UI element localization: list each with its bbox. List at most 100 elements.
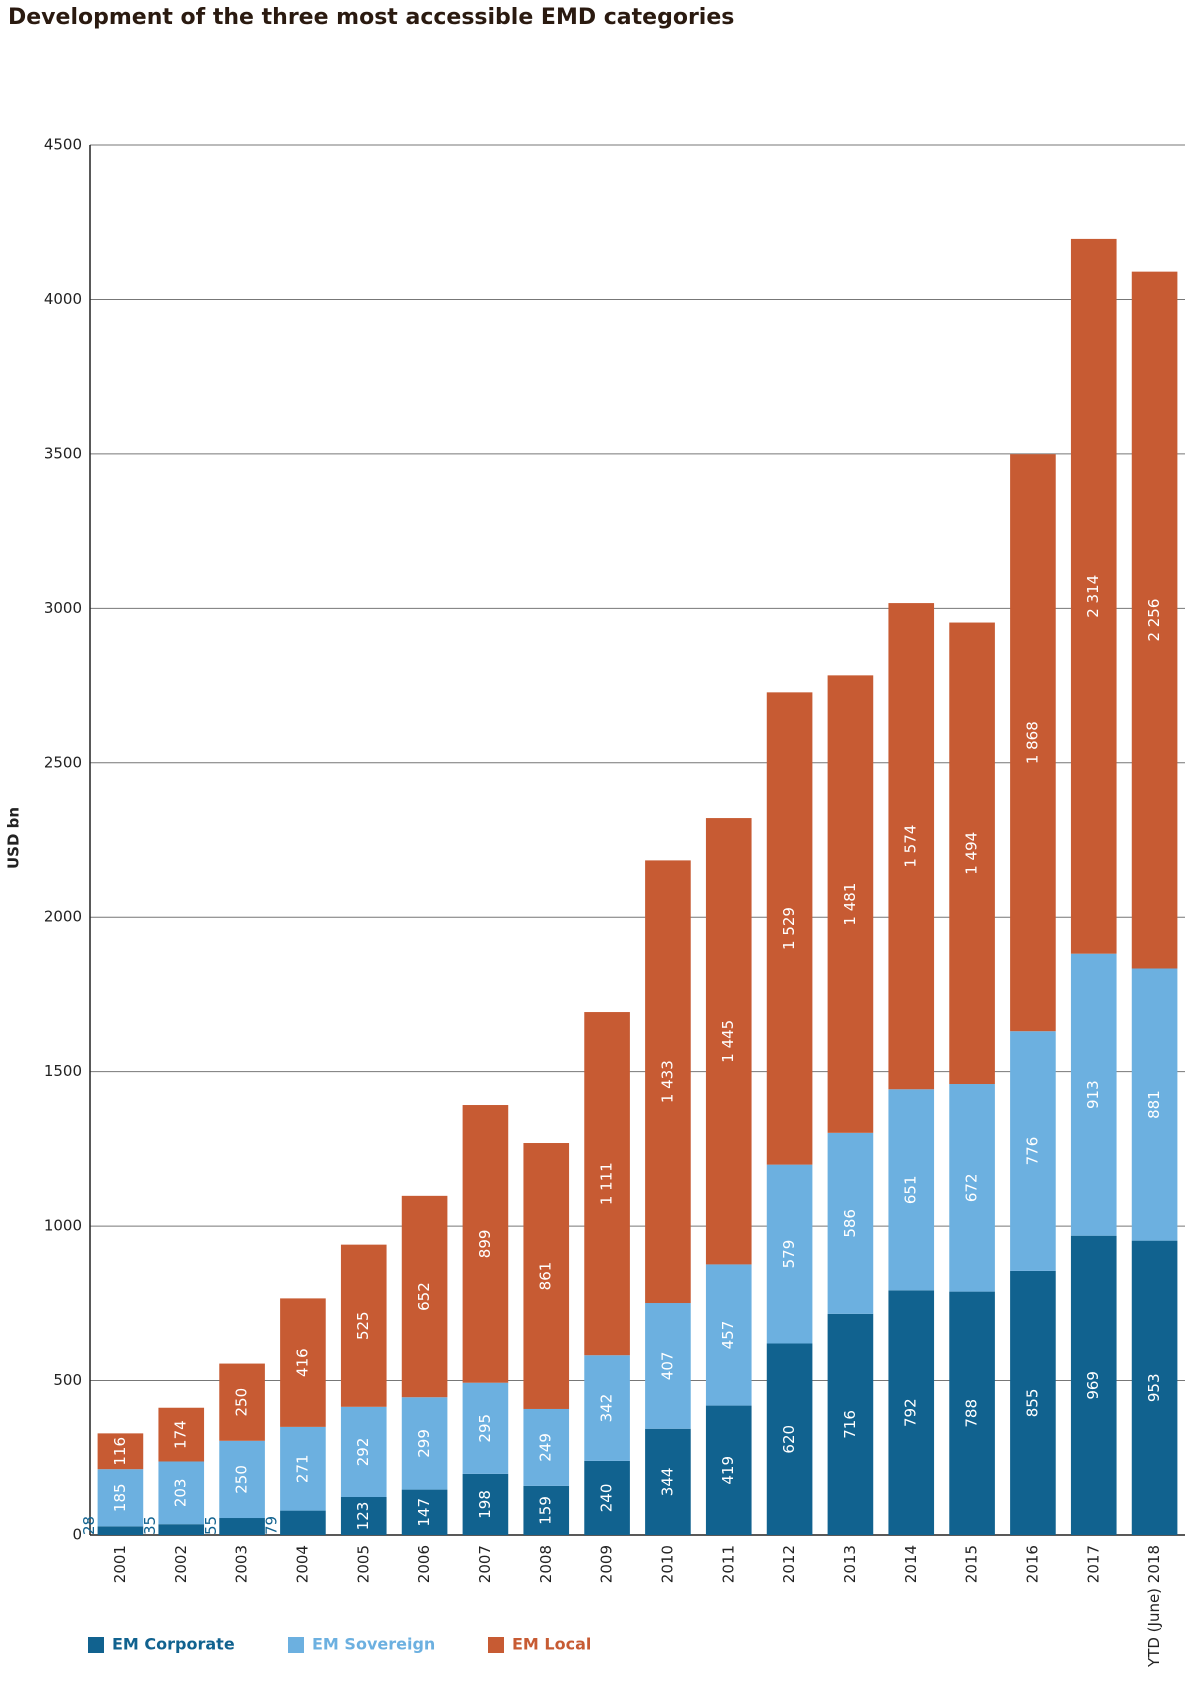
bar-segment (888, 603, 935, 1090)
value-label: 776 (1023, 1137, 1041, 1166)
x-tick-label: 2011 (719, 1545, 737, 1583)
x-tick-label: 2004 (293, 1545, 311, 1583)
y-tick-label: 0 (72, 1526, 82, 1544)
x-tick-label: 2008 (537, 1545, 555, 1583)
value-label: 1 433 (658, 1060, 676, 1103)
chart-title: Development of the three most accessible… (8, 5, 734, 30)
y-tick-label: 500 (53, 1371, 82, 1389)
value-label: 2 314 (1084, 575, 1102, 618)
value-label: 79 (263, 1516, 281, 1535)
value-label: 457 (719, 1321, 737, 1350)
bar-segment (949, 622, 995, 1085)
bar-segment (705, 1405, 752, 1535)
value-label: 651 (902, 1175, 920, 1204)
value-label: 1 529 (780, 907, 798, 950)
value-label: 407 (658, 1352, 676, 1381)
value-label: 28 (80, 1516, 98, 1535)
value-label: 292 (354, 1438, 372, 1467)
bar-segment (1131, 968, 1178, 1241)
bar-segment (401, 1195, 448, 1398)
x-tick-label: YTD (June) 2018 (1145, 1545, 1163, 1668)
value-label: 416 (293, 1348, 311, 1377)
bar-segment (584, 1355, 630, 1461)
y-tick-label: 3000 (44, 599, 82, 617)
value-label: 881 (1145, 1090, 1163, 1119)
bar-segment (401, 1489, 448, 1535)
value-label: 174 (172, 1420, 190, 1449)
bar-segment (219, 1440, 265, 1519)
bar-segment (645, 1303, 691, 1429)
value-label: 1 868 (1023, 721, 1041, 764)
value-label: 1 574 (902, 825, 920, 868)
legend-label: EM Sovereign (312, 1635, 435, 1654)
x-tick-label: 2001 (111, 1545, 129, 1583)
x-tick-label: 2005 (354, 1545, 372, 1583)
bar-segment (1070, 238, 1117, 954)
value-label: 271 (293, 1454, 311, 1483)
bar-segment (158, 1407, 205, 1462)
value-label: 159 (537, 1496, 555, 1525)
y-tick-label: 1000 (44, 1217, 82, 1235)
bar-segment (827, 675, 874, 1133)
value-label: 198 (476, 1490, 494, 1519)
bar-segment (888, 1089, 935, 1291)
value-label: 792 (902, 1398, 920, 1427)
value-label: 419 (719, 1456, 737, 1485)
x-tick-label: 2007 (476, 1545, 494, 1583)
value-label: 299 (415, 1429, 433, 1458)
value-label: 344 (658, 1468, 676, 1497)
value-label: 185 (111, 1483, 129, 1512)
bar-segment (462, 1382, 509, 1474)
value-label: 899 (476, 1230, 494, 1259)
value-label: 1 494 (963, 832, 981, 875)
legend-swatch (88, 1637, 104, 1653)
bar-segment (1131, 271, 1178, 969)
bar-segment (949, 1291, 995, 1535)
legend-label: EM Corporate (112, 1635, 235, 1654)
bar-segment (280, 1510, 326, 1535)
y-axis-label: USD bn (5, 807, 23, 869)
bar-segment (766, 1343, 813, 1535)
bar-segment (97, 1469, 144, 1527)
bar-segment (766, 692, 813, 1165)
y-tick-label: 3500 (44, 444, 82, 462)
bar-segment (523, 1408, 570, 1486)
value-label: 861 (537, 1262, 555, 1291)
bar-segment (340, 1497, 387, 1535)
bar-segment (401, 1397, 448, 1490)
bar-segment (158, 1524, 205, 1535)
value-label: 1 445 (719, 1020, 737, 1063)
x-tick-label: 2002 (172, 1545, 190, 1583)
value-label: 525 (354, 1311, 372, 1340)
bar-segment (340, 1244, 387, 1407)
value-label: 620 (780, 1425, 798, 1454)
bar-segment (827, 1132, 874, 1314)
bar-segment (1010, 1031, 1056, 1271)
bar-segment (280, 1426, 326, 1511)
y-tick-label: 1500 (44, 1062, 82, 1080)
x-tick-label: 2003 (233, 1545, 251, 1583)
bar-segment (584, 1460, 630, 1535)
value-label: 342 (598, 1394, 616, 1423)
x-tick-label: 2006 (415, 1545, 433, 1583)
value-label: 672 (963, 1173, 981, 1202)
legend-swatch (288, 1637, 304, 1653)
bar-segment (949, 1084, 995, 1292)
value-label: 55 (202, 1516, 220, 1535)
bar-segment (219, 1363, 265, 1441)
value-label: 123 (354, 1502, 372, 1531)
value-label: 969 (1084, 1371, 1102, 1400)
value-label: 249 (537, 1433, 555, 1462)
bar-segment (462, 1105, 509, 1383)
legend-swatch (488, 1637, 504, 1653)
x-tick-label: 2014 (902, 1545, 920, 1583)
bar-segment (340, 1406, 387, 1498)
x-tick-label: 2016 (1023, 1545, 1041, 1583)
y-tick-label: 4000 (44, 290, 82, 308)
x-tick-label: 2010 (658, 1545, 676, 1583)
value-label: 116 (111, 1437, 129, 1466)
bar-segment (97, 1526, 144, 1535)
x-tick-label: 2015 (963, 1545, 981, 1583)
value-label: 250 (233, 1465, 251, 1494)
